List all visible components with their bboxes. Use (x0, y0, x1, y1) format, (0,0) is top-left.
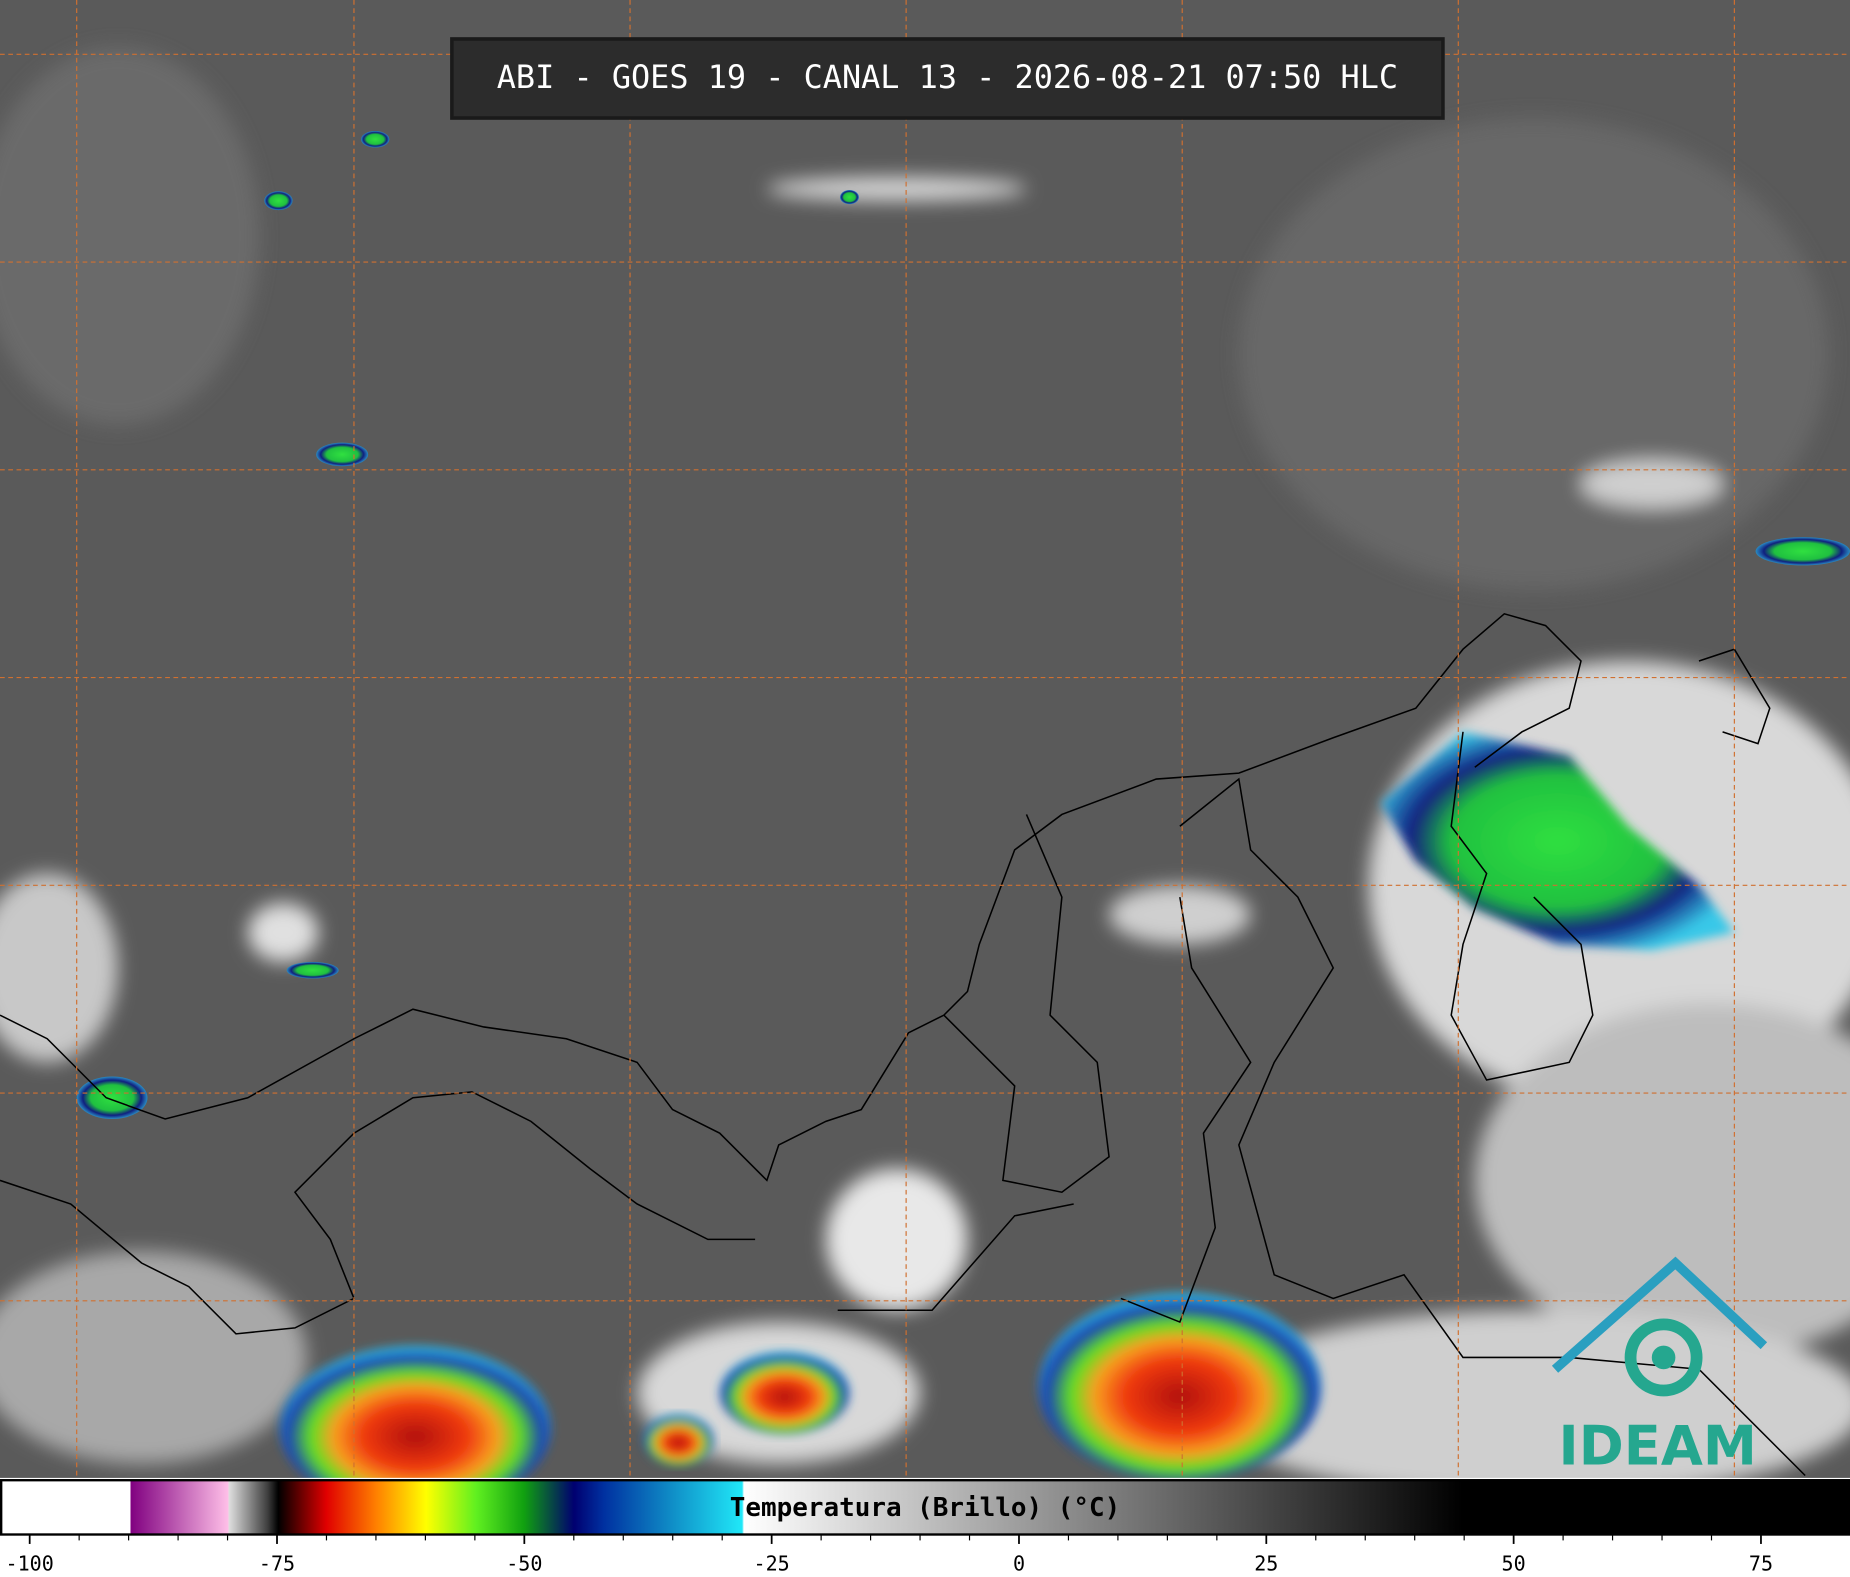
borders (0, 612, 1806, 1477)
tick-label: 0 (1013, 1552, 1025, 1576)
storms (76, 131, 1850, 1511)
colorbar-label: Temperatura (Brillo) (°C) (730, 1493, 1121, 1523)
tick-label: -25 (754, 1552, 790, 1576)
tick-label: -50 (506, 1552, 542, 1576)
title-box (450, 37, 1445, 120)
colorbar-ticks: -100 -75 -50 -25 0 25 50 75 (6, 1534, 1773, 1576)
title: ABI - GOES 19 - CANAL 13 - 2026-08-21 07… (497, 58, 1398, 96)
tick-label: -100 (6, 1552, 54, 1576)
tick-label: -75 (259, 1552, 295, 1576)
colorbar (0, 1479, 1850, 1536)
tick-label: 25 (1254, 1552, 1278, 1576)
tick-label: 75 (1749, 1552, 1773, 1576)
logo-text: IDEAM (1559, 1415, 1757, 1478)
logo: IDEAM (1551, 1256, 1768, 1478)
tick-label: 50 (1502, 1552, 1526, 1576)
clouds (0, 47, 1850, 1500)
